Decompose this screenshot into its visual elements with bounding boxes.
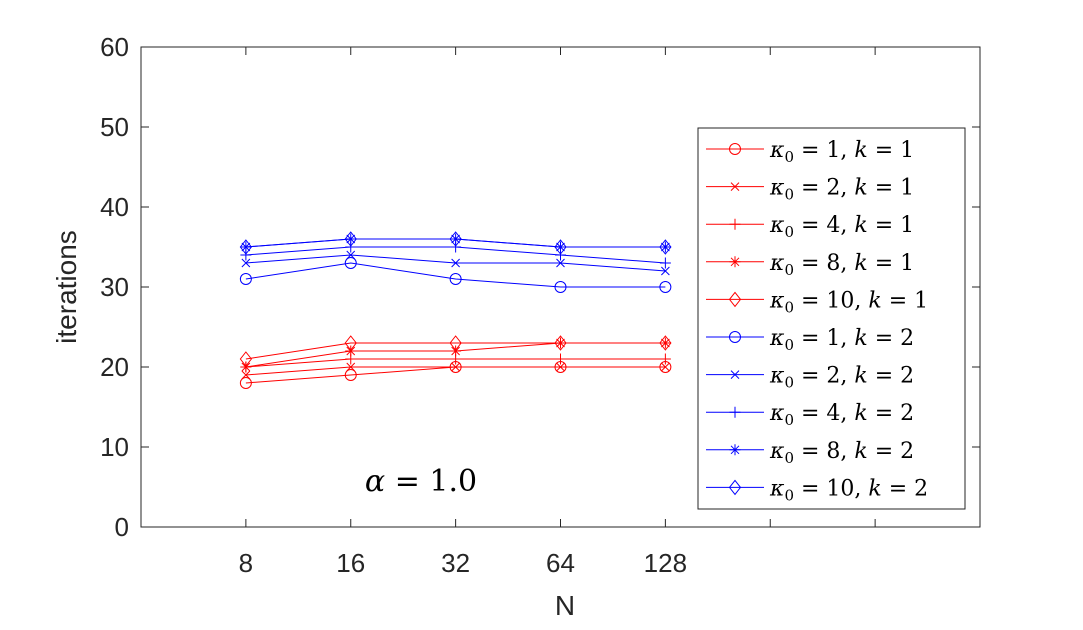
legend-label: κ0 = 1, k = 2	[769, 326, 914, 354]
legend-label: κ0 = 10, k = 2	[769, 476, 928, 504]
data-point	[556, 258, 565, 268]
data-point	[345, 345, 357, 357]
data-point	[239, 239, 253, 255]
data-point	[239, 273, 252, 285]
x-tick-label: 32	[441, 548, 470, 578]
data-point	[450, 345, 462, 357]
y-tick-label: 60	[100, 32, 129, 62]
series-kappa2-k2	[241, 250, 670, 276]
legend-marker	[729, 143, 741, 155]
data-point	[659, 257, 671, 269]
legend-entry: κ0 = 1, k = 1	[706, 138, 914, 166]
data-point	[346, 250, 356, 260]
legend-entry: κ0 = 4, k = 1	[706, 213, 914, 241]
legend-label: κ0 = 2, k = 1	[769, 176, 914, 204]
x-axis: 8 16 32 64 128	[239, 47, 876, 578]
data-point	[239, 377, 252, 389]
y-tick-label: 20	[100, 352, 129, 382]
x-tick-label: 16	[336, 548, 365, 578]
data-point	[241, 370, 251, 380]
legend-label: κ0 = 8, k = 1	[769, 251, 914, 279]
legend-marker	[729, 331, 741, 343]
data-point	[344, 369, 357, 381]
legend-label: κ0 = 2, k = 2	[769, 364, 914, 392]
series-kappa10-k1	[239, 335, 672, 367]
legend-label: κ0 = 1, k = 1	[769, 138, 914, 166]
y-tick-label: 0	[115, 512, 129, 542]
data-point	[344, 257, 357, 269]
data-point	[449, 273, 462, 285]
data-point	[554, 239, 567, 255]
data-point	[239, 351, 253, 367]
x-tick-label: 128	[644, 548, 687, 578]
y-axis: 0 10 20 30 40 50 60	[100, 32, 980, 542]
data-point	[241, 258, 251, 268]
legend-entry: κ0 = 10, k = 1	[706, 288, 928, 316]
legend-marker	[730, 182, 740, 191]
data-point	[344, 231, 357, 247]
data-point	[555, 353, 566, 365]
alpha-value: = 1.0	[385, 464, 477, 499]
series-line	[245, 342, 666, 360]
data-point	[449, 231, 462, 247]
legend-marker	[728, 291, 742, 308]
data-point	[659, 335, 672, 351]
legend: κ0 = 1, k = 1 κ0 = 2, k = 1 κ0 = 4, k = 1 κ…	[697, 127, 966, 510]
axes-box	[140, 46, 981, 528]
legend-marker	[729, 406, 741, 418]
legend-label: κ0 = 10, k = 1	[769, 288, 928, 316]
data-point	[661, 266, 670, 276]
legend-marker	[730, 370, 740, 379]
legend-entry: κ0 = 8, k = 1	[706, 251, 914, 279]
series-kappa2-k1	[241, 362, 670, 380]
legend-entry: κ0 = 4, k = 2	[706, 401, 914, 429]
series-kappa1-k2	[239, 257, 672, 293]
alpha-symbol: α	[365, 464, 385, 499]
series-kappa10-k2	[239, 231, 672, 255]
y-axis-label: iterations	[51, 230, 82, 344]
series-layer	[239, 231, 672, 389]
data-point	[554, 281, 567, 293]
legend-entry: κ0 = 8, k = 2	[706, 439, 914, 467]
data-point	[661, 362, 670, 372]
legend-entry: κ0 = 1, k = 2	[706, 326, 914, 354]
legend-marker	[728, 479, 742, 496]
x-axis-label: N	[555, 590, 575, 621]
series-line	[245, 262, 666, 288]
x-tick-label: 8	[239, 548, 253, 578]
y-tick-label: 40	[100, 192, 129, 222]
data-point	[556, 362, 565, 372]
data-point	[451, 258, 460, 268]
legend-marker	[729, 256, 741, 268]
legend-label: κ0 = 4, k = 1	[769, 213, 914, 241]
data-point	[659, 239, 672, 255]
legend-entry: κ0 = 2, k = 2	[706, 364, 914, 392]
legend-label: κ0 = 8, k = 2	[769, 439, 914, 467]
data-point	[346, 362, 356, 372]
data-point	[554, 335, 567, 351]
legend-marker	[729, 218, 741, 230]
data-point	[449, 335, 462, 351]
legend-marker	[729, 444, 741, 456]
legend-box	[697, 127, 966, 510]
y-tick-label: 30	[100, 272, 129, 302]
alpha-annotation: α = 1.0	[365, 464, 477, 499]
legend-entry: κ0 = 2, k = 1	[706, 176, 914, 204]
y-tick-label: 10	[100, 432, 129, 462]
data-point	[451, 362, 460, 372]
data-point	[344, 335, 357, 351]
y-tick-label: 50	[100, 112, 129, 142]
series-line	[245, 238, 666, 248]
data-point	[659, 281, 672, 293]
data-point	[240, 361, 252, 373]
legend-label: κ0 = 4, k = 2	[769, 401, 914, 429]
x-tick-label: 64	[546, 548, 575, 578]
legend-entry: κ0 = 10, k = 2	[706, 476, 928, 504]
data-point	[659, 353, 671, 365]
